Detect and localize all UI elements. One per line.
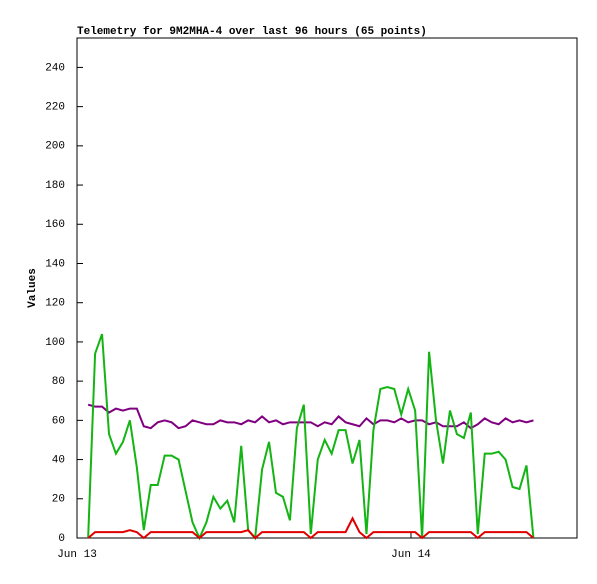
y-tick-label: 60 (52, 415, 65, 427)
y-tick-label: 0 (58, 533, 65, 545)
series-line (87, 403, 534, 430)
plot-frame (76, 37, 578, 539)
y-tick-label: 180 (45, 180, 65, 192)
y-tick-label: 220 (45, 102, 65, 114)
x-tick-label: Jun 13 (57, 549, 97, 561)
y-tick-label: 100 (45, 337, 65, 349)
x-tick-label: Jun 14 (391, 549, 431, 561)
y-tick-label: 140 (45, 258, 65, 270)
chart-title: Telemetry for 9M2MHA-4 over last 96 hour… (77, 26, 427, 38)
series-line (87, 516, 535, 540)
series-line (87, 333, 535, 541)
y-tick-label: 120 (45, 298, 65, 310)
y-tick-label: 160 (45, 219, 65, 231)
y-tick-label: 240 (45, 62, 65, 74)
y-axis-label: Values (27, 268, 39, 308)
y-tick-label: 80 (52, 376, 65, 388)
y-tick-label: 20 (52, 494, 65, 506)
y-tick-label: 200 (45, 141, 65, 153)
y-tick-label: 40 (52, 454, 65, 466)
